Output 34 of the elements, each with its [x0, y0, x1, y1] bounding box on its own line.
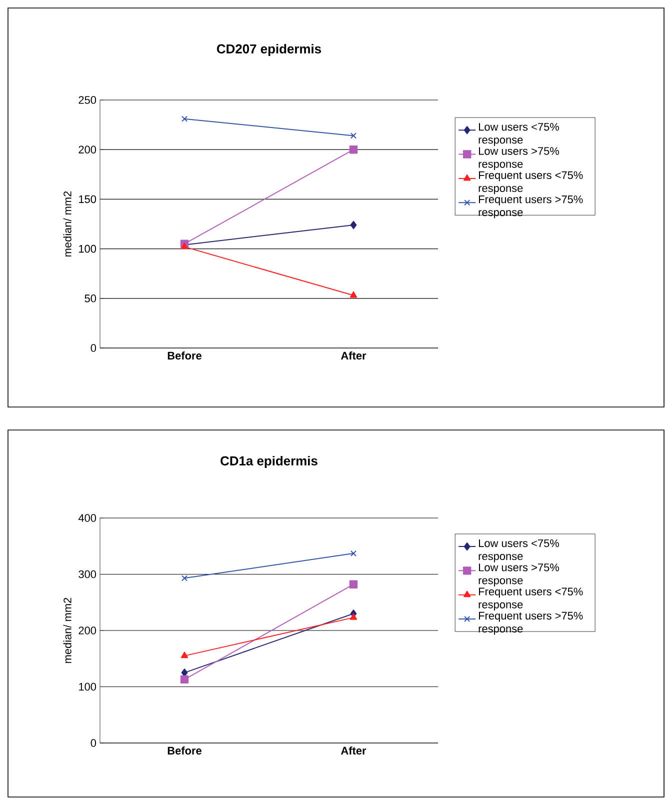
point — [349, 580, 358, 588]
x-tick-label: After — [340, 352, 366, 360]
legend-label: Low users <75% response — [478, 123, 559, 146]
y-tick-label: 100 — [79, 682, 96, 691]
x-tick-label: Before — [168, 352, 202, 360]
chart-title: CD207 epidermis — [216, 44, 321, 56]
y-tick-label: 300 — [78, 570, 96, 578]
point — [180, 675, 189, 684]
legend-label: Frequent users <75% response — [478, 171, 583, 194]
legend-label: Low users >75% response — [478, 564, 559, 586]
point — [350, 132, 357, 139]
legend-label: Low users >75% response — [478, 147, 559, 170]
y-axis-title: median/ mm2 — [63, 598, 72, 663]
legend-label: Frequent users <75% response — [478, 588, 583, 611]
x-tick-label: Before — [168, 746, 202, 755]
point — [181, 116, 188, 122]
y-tick-label: 150 — [79, 195, 96, 204]
y-tick-label: 0 — [90, 739, 96, 747]
y-axis-title: median/ mm2 — [63, 191, 72, 256]
y-tick-label: 400 — [78, 514, 96, 522]
y-tick-label: 0 — [90, 344, 96, 352]
point — [350, 550, 357, 556]
y-tick-label: 100 — [79, 244, 96, 253]
y-tick-label: 200 — [78, 146, 96, 154]
legend-label: Frequent users >75% response — [478, 612, 583, 635]
legend-label: Low users <75% response — [478, 539, 559, 562]
point — [350, 220, 357, 230]
y-tick-label: 250 — [78, 96, 96, 104]
x-tick-label: After — [340, 746, 366, 755]
point — [181, 575, 188, 582]
y-tick-label: 200 — [78, 626, 96, 634]
chart-title: CD1a epidermis — [220, 456, 318, 468]
y-tick-label: 50 — [84, 294, 96, 302]
point — [349, 145, 358, 154]
